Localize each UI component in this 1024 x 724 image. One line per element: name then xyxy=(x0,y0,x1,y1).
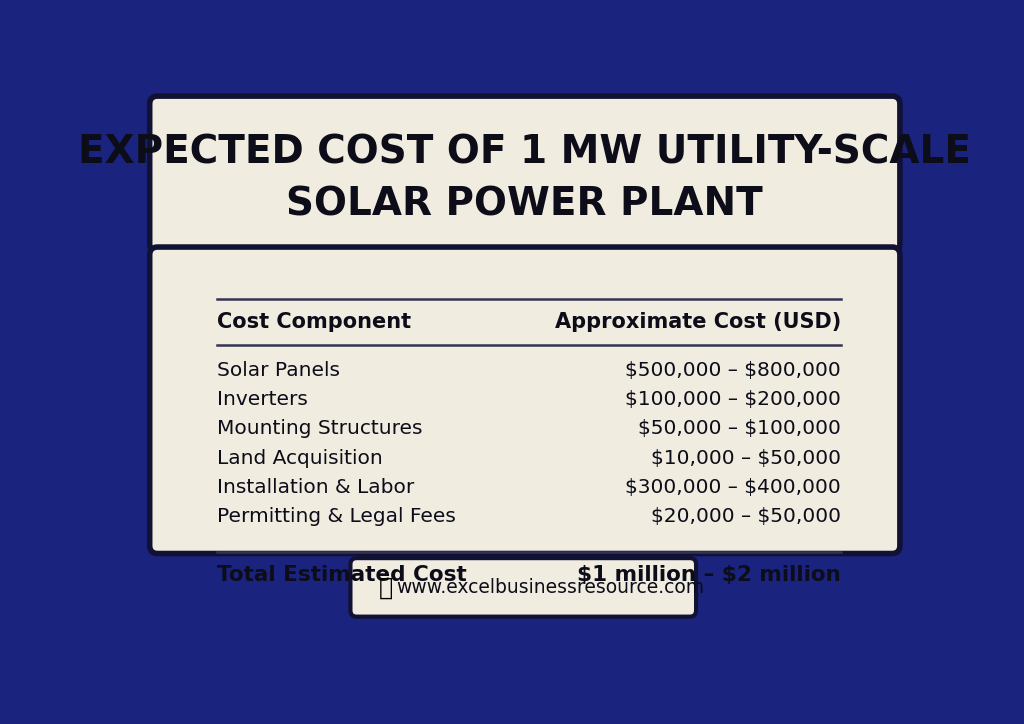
Text: Inverters: Inverters xyxy=(217,390,308,409)
Text: Permitting & Legal Fees: Permitting & Legal Fees xyxy=(217,507,456,526)
Text: www.excelbusinessresource.com: www.excelbusinessresource.com xyxy=(396,578,703,597)
Text: Installation & Labor: Installation & Labor xyxy=(217,478,415,497)
Text: \$10,000 – \$50,000: \$10,000 – \$50,000 xyxy=(651,449,841,468)
Text: EXPECTED COST OF 1 MW UTILITY-SCALE: EXPECTED COST OF 1 MW UTILITY-SCALE xyxy=(78,134,972,172)
Text: \$300,000 – \$400,000: \$300,000 – \$400,000 xyxy=(626,478,841,497)
Text: Land Acquisition: Land Acquisition xyxy=(217,449,383,468)
Text: \$100,000 – \$200,000: \$100,000 – \$200,000 xyxy=(625,390,841,409)
FancyBboxPatch shape xyxy=(350,558,696,617)
Text: Solar Panels: Solar Panels xyxy=(217,361,340,380)
FancyBboxPatch shape xyxy=(150,96,900,252)
Text: Total Estimated Cost: Total Estimated Cost xyxy=(217,565,467,585)
Text: \$50,000 – \$100,000: \$50,000 – \$100,000 xyxy=(638,419,841,438)
Text: Cost Component: Cost Component xyxy=(217,312,412,332)
Text: SOLAR POWER PLANT: SOLAR POWER PLANT xyxy=(287,186,763,224)
Text: \$1 million – \$2 million: \$1 million – \$2 million xyxy=(578,565,841,585)
FancyBboxPatch shape xyxy=(150,247,900,554)
Text: \$500,000 – \$800,000: \$500,000 – \$800,000 xyxy=(626,361,841,380)
Text: Mounting Structures: Mounting Structures xyxy=(217,419,423,438)
Text: 💡: 💡 xyxy=(379,576,393,599)
Text: \$20,000 – \$50,000: \$20,000 – \$50,000 xyxy=(651,507,841,526)
Text: Approximate Cost (USD): Approximate Cost (USD) xyxy=(555,312,841,332)
